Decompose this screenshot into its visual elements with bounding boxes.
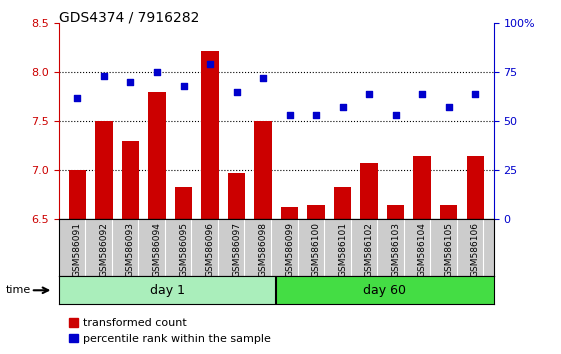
Text: time: time	[6, 285, 31, 295]
Bar	[69, 170, 86, 219]
Bar	[95, 121, 113, 219]
Bar	[201, 51, 219, 219]
Text: GSM586102: GSM586102	[365, 222, 374, 277]
Point	[153, 69, 162, 75]
Bar	[228, 173, 245, 219]
Bar	[255, 121, 272, 219]
Point	[73, 95, 82, 101]
Text: GSM586106: GSM586106	[471, 222, 480, 277]
Text: GSM586105: GSM586105	[444, 222, 453, 277]
Bar	[59, 276, 276, 304]
Bar	[148, 92, 165, 219]
Bar	[413, 156, 431, 219]
Bar	[440, 205, 457, 219]
Text: GSM586094: GSM586094	[153, 222, 162, 277]
Text: GSM586095: GSM586095	[179, 222, 188, 277]
Text: day 60: day 60	[364, 284, 407, 297]
Point	[338, 105, 347, 110]
Text: GSM586100: GSM586100	[311, 222, 320, 277]
Bar	[307, 205, 325, 219]
Point	[365, 91, 374, 97]
Bar	[122, 141, 139, 219]
Point	[259, 75, 268, 81]
Point	[126, 79, 135, 85]
Point	[99, 73, 108, 79]
Text: day 1: day 1	[150, 284, 185, 297]
Text: GSM586096: GSM586096	[205, 222, 214, 277]
Bar	[334, 187, 351, 219]
Text: GSM586097: GSM586097	[232, 222, 241, 277]
Point	[205, 62, 214, 67]
Text: GSM586101: GSM586101	[338, 222, 347, 277]
Text: GSM586104: GSM586104	[417, 222, 426, 277]
Bar	[467, 156, 484, 219]
Text: GSM586091: GSM586091	[73, 222, 82, 277]
Point	[311, 113, 320, 118]
Text: GDS4374 / 7916282: GDS4374 / 7916282	[59, 11, 199, 25]
Bar	[175, 187, 192, 219]
Legend: transformed count, percentile rank within the sample: transformed count, percentile rank withi…	[65, 314, 275, 348]
Point	[471, 91, 480, 97]
Point	[179, 83, 188, 89]
Bar	[276, 276, 494, 304]
Point	[444, 105, 453, 110]
Point	[417, 91, 426, 97]
Point	[285, 113, 294, 118]
Text: GSM586099: GSM586099	[285, 222, 294, 277]
Text: GSM586098: GSM586098	[259, 222, 268, 277]
Text: GSM586103: GSM586103	[391, 222, 400, 277]
Bar	[281, 207, 298, 219]
Text: GSM586093: GSM586093	[126, 222, 135, 277]
Point	[391, 113, 400, 118]
Bar	[387, 205, 404, 219]
Text: GSM586092: GSM586092	[99, 222, 108, 277]
Bar	[361, 162, 378, 219]
Point	[232, 89, 241, 95]
